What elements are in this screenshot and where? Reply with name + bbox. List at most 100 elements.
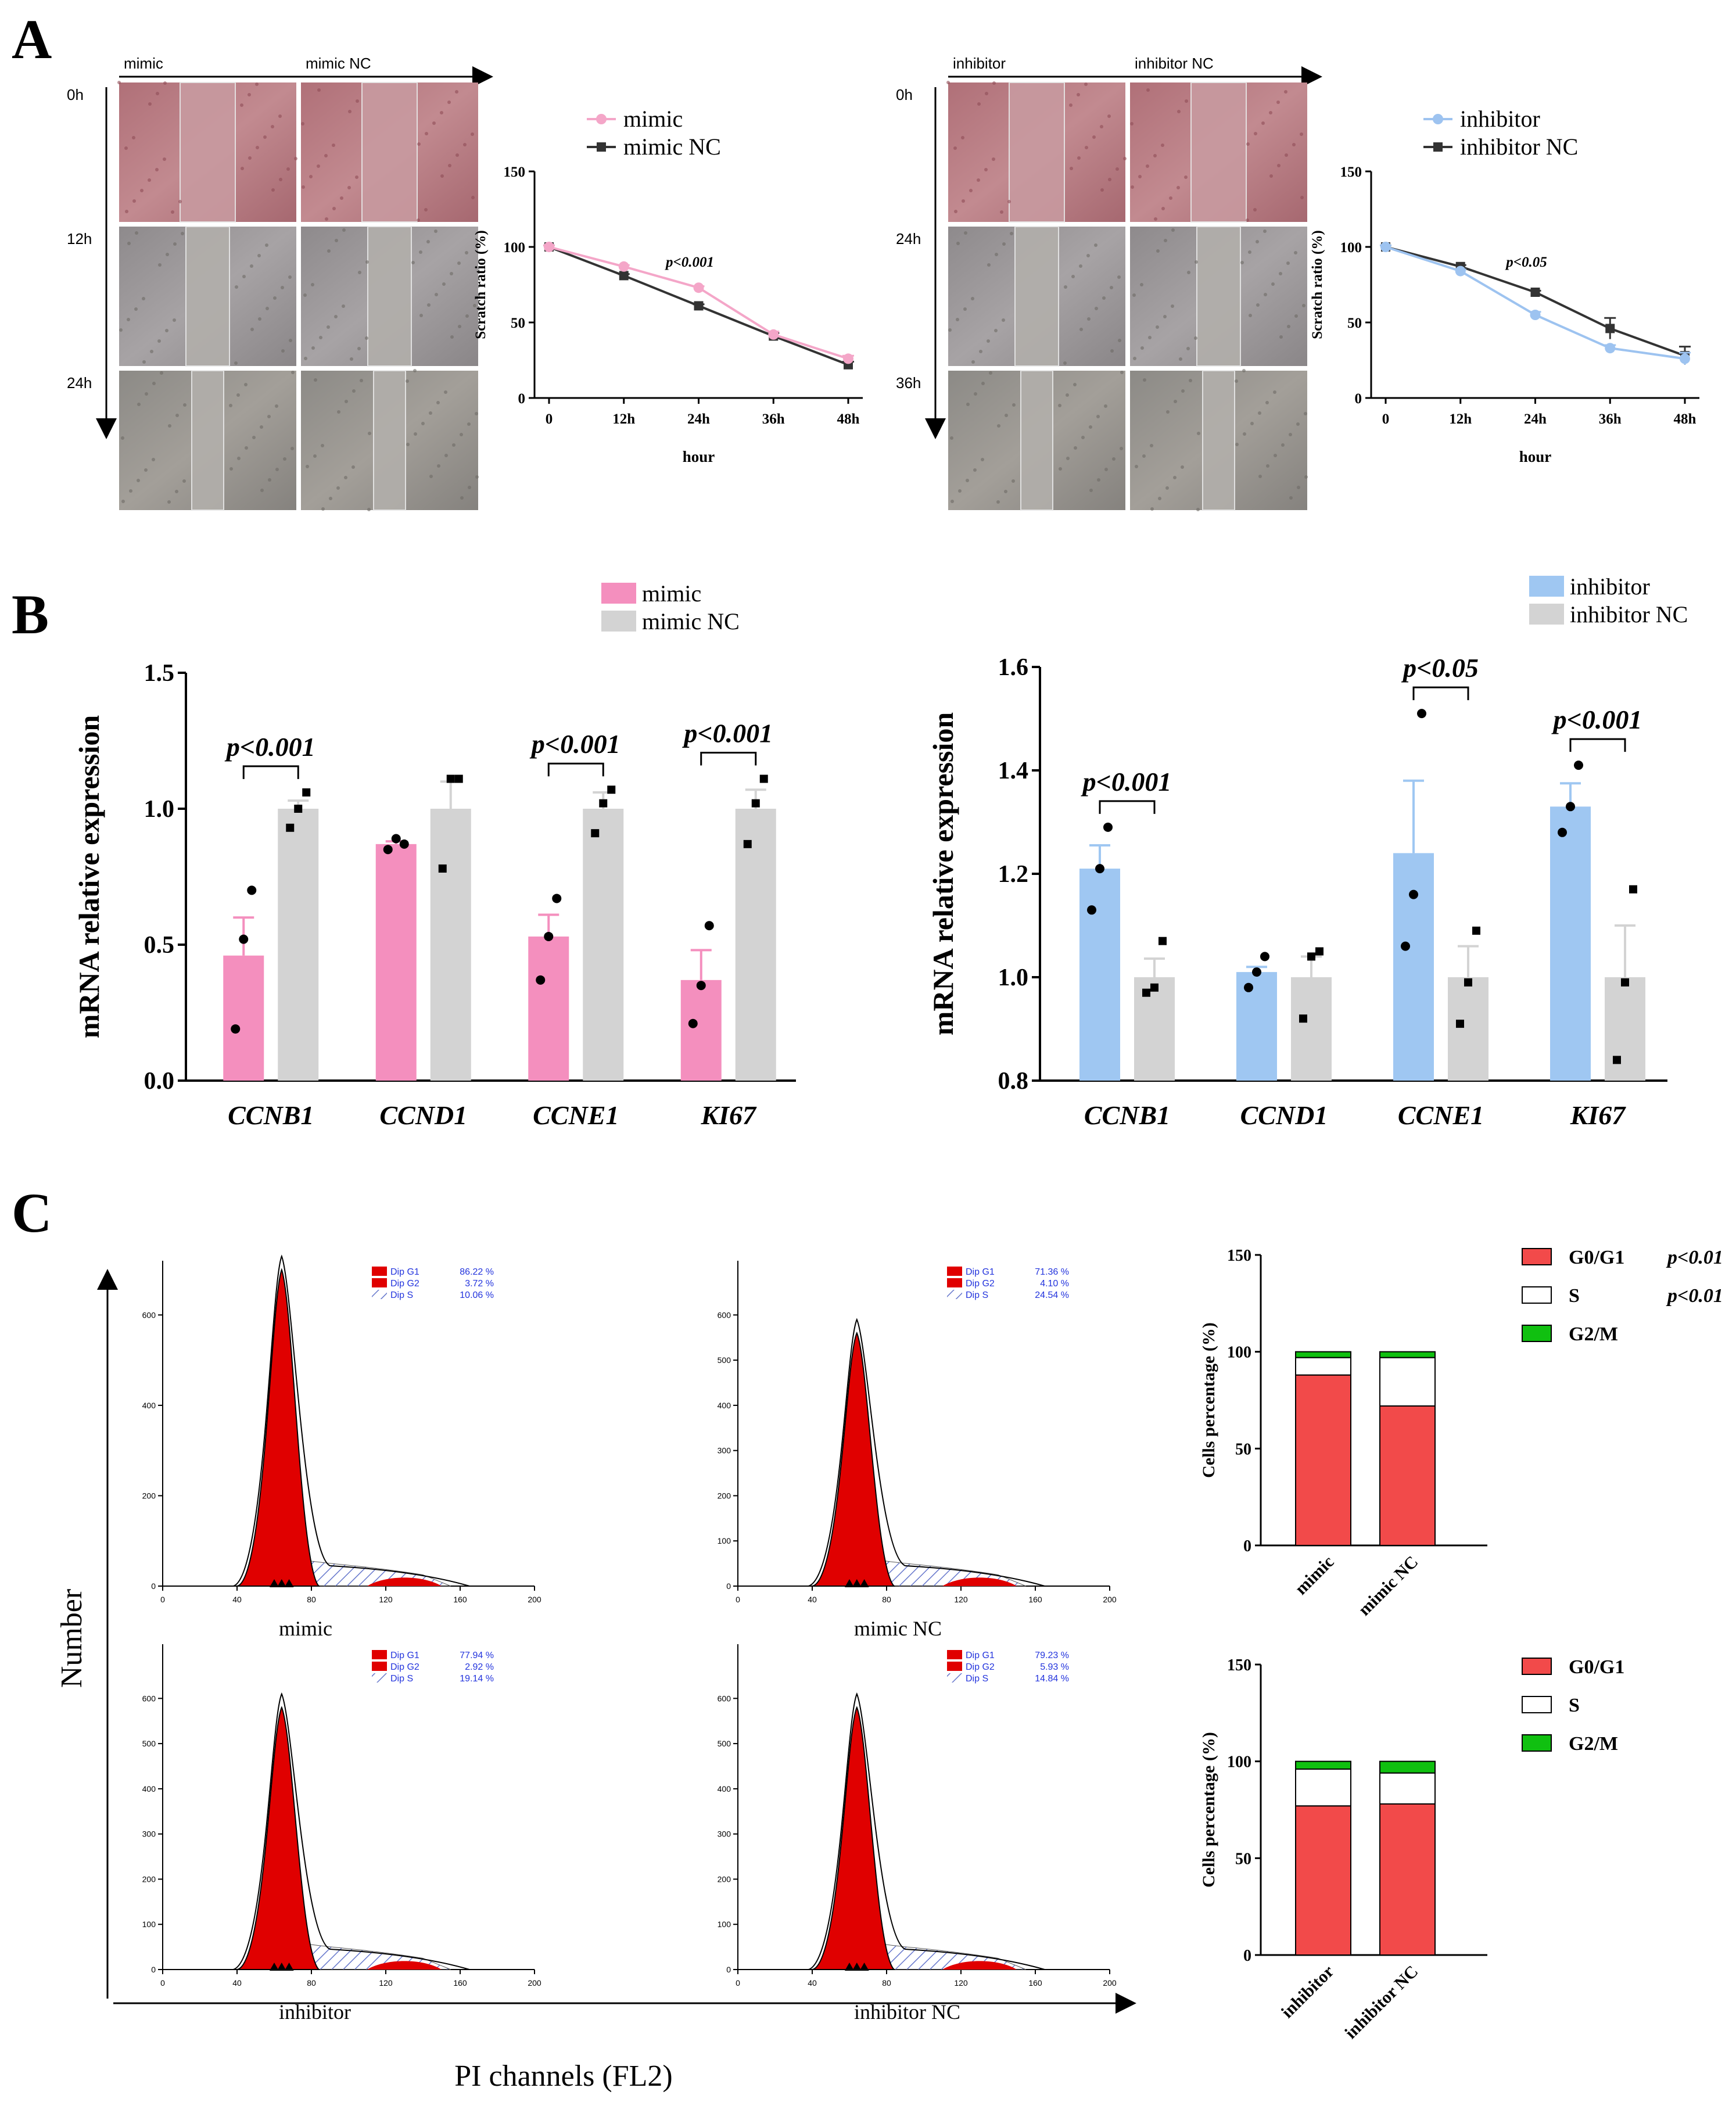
scratch-image-grid-mimic: mimic mimic NC 0h 12h 24h <box>67 55 493 511</box>
cell-speck <box>1117 275 1121 279</box>
cell-speck <box>332 144 335 147</box>
p-value-annotation: p<0.05 <box>1505 254 1547 270</box>
replicate-point <box>1095 864 1104 874</box>
cell-speck <box>1123 157 1127 160</box>
cell-speck <box>173 242 177 246</box>
y-tick-label: 100 <box>1227 1753 1251 1771</box>
cell-speck <box>127 318 130 321</box>
cell-speck <box>1294 314 1298 318</box>
cell-speck <box>1081 436 1085 439</box>
scratch-ratio-chart-inhibitor: 0 50 100 150 0 12h 24h 36h 48h Scratch ratio (%) h… <box>1310 106 1699 465</box>
cell-speck <box>411 261 415 264</box>
bar <box>735 809 776 1081</box>
y-tick-label: 150 <box>504 164 526 180</box>
cell-speck <box>168 424 171 428</box>
x-tick-label: 0 <box>546 411 553 427</box>
histogram-outline <box>233 1692 470 1970</box>
cell-speck <box>1108 178 1111 181</box>
replicate-point <box>1315 947 1323 956</box>
legend-swatch <box>601 611 636 632</box>
y-tick-label: 100 <box>1340 240 1362 256</box>
stacked-segment <box>1295 1760 1351 1770</box>
flow-y-tick-label: 100 <box>718 1920 731 1929</box>
cell-speck <box>419 314 423 317</box>
replicate-point <box>1456 1020 1464 1028</box>
flow-x-tick-label: 40 <box>232 1978 242 1988</box>
cell-speck <box>989 371 992 375</box>
flow-y-tick-label: 0 <box>726 1581 731 1591</box>
flow-x-tick-label: 40 <box>808 1595 817 1604</box>
cell-speck <box>987 263 991 267</box>
flow-y-tick-label: 600 <box>718 1310 731 1319</box>
dip-g2-peak <box>942 1961 1017 1970</box>
cell-speck <box>1249 314 1252 317</box>
cell-speck <box>437 464 440 468</box>
flow-x-tick-label: 80 <box>882 1595 891 1604</box>
cell-speck <box>1077 93 1080 96</box>
legend-marker <box>1433 114 1443 124</box>
replicate-point <box>247 885 257 895</box>
cell-speck <box>436 401 440 404</box>
cell-speck <box>279 178 282 181</box>
replicate-point <box>1307 952 1315 961</box>
replicate-point <box>231 1024 241 1034</box>
cell-speck <box>350 357 353 361</box>
cell-speck <box>440 174 444 178</box>
flow-x-tick-label: 200 <box>528 1978 541 1988</box>
cell-speck <box>1073 383 1077 386</box>
flow-y-tick-label: 300 <box>718 1446 731 1455</box>
dip-g2-peak <box>367 1577 442 1586</box>
cell-speck <box>1133 357 1136 360</box>
data-point <box>694 301 704 311</box>
cell-speck <box>132 199 136 203</box>
replicate-point <box>751 799 760 808</box>
histogram-outline <box>808 1692 1045 1970</box>
cell-speck <box>165 329 168 332</box>
cell-speck <box>336 486 340 490</box>
cell-speck <box>465 251 468 254</box>
cell-speck <box>140 189 144 192</box>
cell-speck <box>302 185 305 189</box>
cell-speck <box>994 329 998 332</box>
flow-legend-swatch <box>947 1290 962 1299</box>
legend-swatch <box>1522 1286 1552 1304</box>
cell-speck <box>160 371 163 375</box>
scratch-gap <box>1020 370 1053 511</box>
cell-speck <box>1118 339 1121 342</box>
replicate-point <box>1401 941 1410 951</box>
legend-swatch <box>1522 1696 1552 1713</box>
cell-speck <box>455 153 459 157</box>
replicate-point <box>1472 926 1480 935</box>
gate-marker <box>284 1579 294 1587</box>
replicate-point <box>286 823 295 832</box>
cell-speck <box>458 325 461 328</box>
cell-speck <box>1104 468 1108 471</box>
cell-speck <box>997 424 1000 428</box>
flow-x-tick-label: 120 <box>379 1595 393 1604</box>
cell-cycle-chart-mimic: 0 50 100 150 Cells percentage (%) mimic mimic … <box>1199 1247 1723 1619</box>
cell-speck <box>452 443 455 447</box>
gate-marker <box>270 1963 279 1971</box>
data-point <box>843 353 853 364</box>
cell-speck <box>961 136 964 139</box>
cell-speck <box>1196 508 1200 511</box>
x-tick-label: 36h <box>1599 411 1622 427</box>
cell-speck <box>1066 457 1070 460</box>
flow-legend-value: 2.92 % <box>465 1662 494 1672</box>
cell-speck <box>229 467 233 471</box>
flow-panel-label: mimic NC <box>854 1617 942 1640</box>
flow-legend-swatch <box>947 1650 962 1659</box>
gate-marker <box>284 1963 294 1971</box>
flow-x-tick-label: 120 <box>379 1978 393 1988</box>
cell-speck <box>429 411 432 415</box>
bar <box>1448 977 1488 1081</box>
gate-marker <box>852 1963 862 1971</box>
cell-speck <box>1185 99 1188 103</box>
cell-speck <box>1297 486 1300 489</box>
flow-x-tick-label: 160 <box>453 1978 467 1988</box>
cell-speck <box>1161 207 1165 210</box>
cell-speck <box>234 361 238 365</box>
cell-speck <box>1110 349 1114 353</box>
replicate-point <box>239 934 249 944</box>
